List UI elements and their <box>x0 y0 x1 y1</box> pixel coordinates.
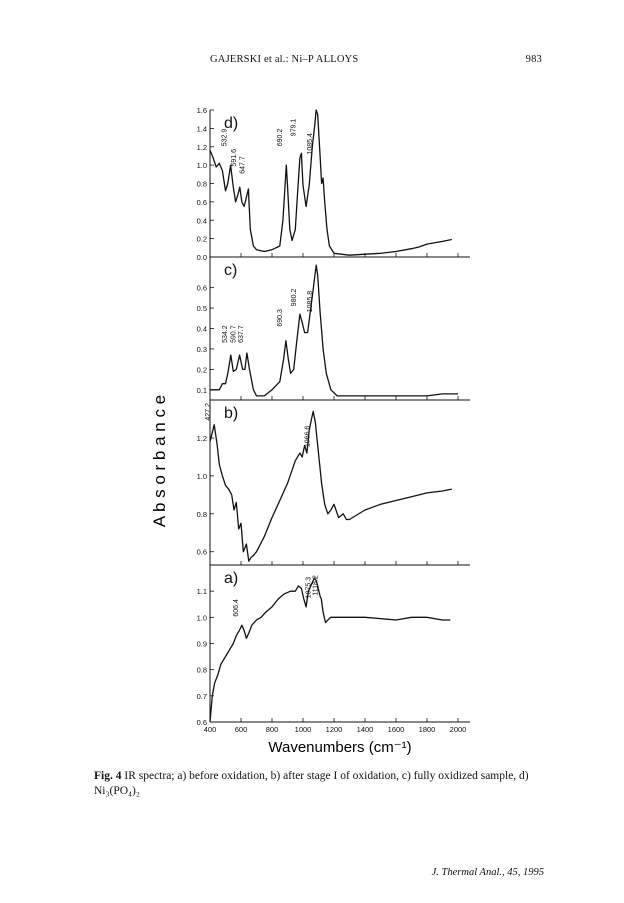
y-axis-label: A b s o r b a n c e <box>150 395 169 527</box>
y-tick-label: 0.2 <box>197 235 207 244</box>
y-tick-label: 0.6 <box>197 284 207 293</box>
peak-label: 1085.8 <box>307 291 314 313</box>
y-tick-label: 0.1 <box>197 386 207 395</box>
panel-label: d) <box>224 115 238 132</box>
caption-text: IR spectra; a) before oxidation, b) afte… <box>94 770 529 797</box>
running-header-title: GAJERSKI et al.: Ni–P ALLOYS <box>210 54 359 65</box>
y-tick-label: 1.0 <box>197 613 207 622</box>
spectrum-line <box>209 109 452 256</box>
x-tick-label: 2000 <box>450 725 467 734</box>
peak-label: 606.4 <box>233 599 240 617</box>
peak-label: 427.2 <box>205 403 212 421</box>
peak-label: 590.7 <box>231 325 238 343</box>
peak-label: 1066.6 <box>304 426 311 448</box>
peak-label: 591.6 <box>231 149 238 167</box>
panel-label: c) <box>224 262 237 279</box>
y-tick-label: 1.2 <box>197 143 207 152</box>
y-tick-label: 0.9 <box>197 640 207 649</box>
panel-b: 0.6 0.8 1.0 1.2 b) 427.2 1066.6 <box>197 400 470 566</box>
y-tick-label: 1.4 <box>197 124 207 133</box>
spectrum-line <box>210 264 458 397</box>
y-tick-label: 0.6 <box>197 198 207 207</box>
y-tick-label: 0.4 <box>197 325 207 334</box>
y-tick-label: 1.0 <box>197 472 207 481</box>
x-tick-label: 1000 <box>295 725 312 734</box>
y-tick-label: 1.2 <box>197 434 207 443</box>
x-tick-label: 1800 <box>419 725 436 734</box>
peak-label: 1118.2 <box>312 575 319 595</box>
x-tick-label: 1400 <box>357 725 374 734</box>
peak-label: 979.1 <box>291 119 298 137</box>
y-tick-label: 0.4 <box>197 216 207 225</box>
panel-label: a) <box>224 570 238 587</box>
x-tick-label: 1600 <box>388 725 405 734</box>
peak-label: 690.3 <box>277 309 284 327</box>
x-tick-label: 600 <box>235 725 248 734</box>
y-tick-label: 1.0 <box>197 161 207 170</box>
panel-c: 0.1 0.2 0.3 0.4 0.5 0.6 c) 534.2 590.7 637.7 690.3… <box>197 257 470 401</box>
y-tick-label: 0.5 <box>197 304 207 313</box>
panel-label: b) <box>224 405 238 422</box>
figure-caption: Fig. 4 IR spectra; a) before oxidation, … <box>94 769 564 799</box>
y-tick-label: 0.7 <box>197 692 207 701</box>
peak-label: 637.7 <box>238 325 245 343</box>
y-tick-label: 0.2 <box>197 365 207 374</box>
journal-footer: J. Thermal Anal., 45, 1995 <box>431 867 544 878</box>
peak-label: 980.2 <box>291 289 298 307</box>
spectrum-line <box>209 410 452 562</box>
y-tick-label: 0.8 <box>197 510 207 519</box>
y-tick-label: 0.0 <box>197 253 207 262</box>
peak-label: 647.7 <box>239 156 246 174</box>
page-number: 983 <box>525 54 542 65</box>
peak-label: 534.2 <box>222 325 229 343</box>
x-tick-label: 400 <box>204 725 217 734</box>
y-tick-label: 1.6 <box>197 106 207 115</box>
spectrum-line <box>209 577 451 723</box>
peak-label: 1085.4 <box>307 133 314 155</box>
x-axis-label: Wavenumbers (cm⁻¹) <box>268 739 411 756</box>
y-tick-label: 0.3 <box>197 345 207 354</box>
y-tick-label: 0.6 <box>197 548 207 557</box>
x-tick-label: 800 <box>266 725 279 734</box>
peak-label: 690.2 <box>277 129 284 147</box>
x-tick-label: 1200 <box>326 725 343 734</box>
peak-label: 1075.3 <box>306 577 313 599</box>
caption-label: Fig. 4 <box>94 770 122 782</box>
panel-a: 0.6 0.7 0.8 0.9 1.0 1.1 a) 606.4 1075.3 1118.2 <box>197 565 470 727</box>
peak-label: 532.9 <box>222 129 229 147</box>
y-tick-label: 0.8 <box>197 666 207 675</box>
y-tick-label: 0.8 <box>197 180 207 189</box>
y-tick-label: 0.6 <box>197 718 207 727</box>
y-tick-label: 1.1 <box>197 587 207 596</box>
